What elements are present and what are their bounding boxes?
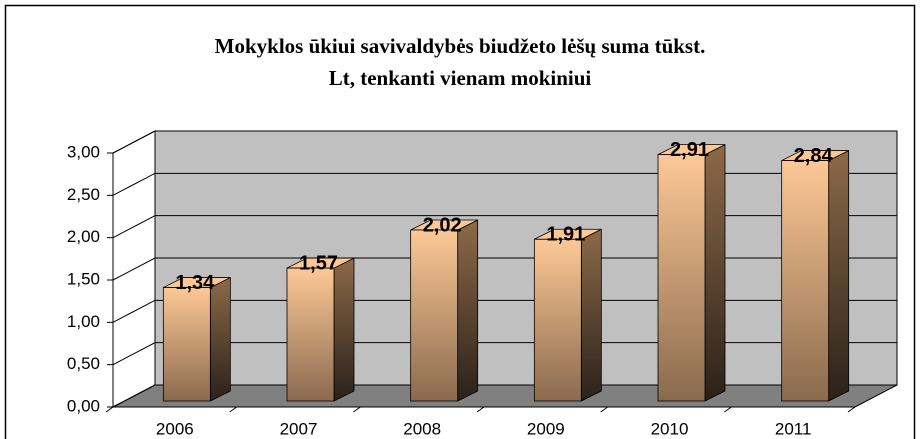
chart-title: Mokyklos ūkiui savivaldybės biudžeto lėš… <box>215 34 706 58</box>
chart-title: Lt, tenkanti vienam mokiniui <box>329 66 592 90</box>
y-tick-label: 1,50 <box>67 269 100 288</box>
bar-side <box>209 276 231 402</box>
value-label: 1,34 <box>175 272 215 294</box>
x-tick <box>847 406 856 413</box>
bar-side <box>828 149 850 402</box>
bar <box>410 229 459 402</box>
bar <box>162 287 211 402</box>
grid-line <box>112 342 897 366</box>
grid-line <box>112 130 897 154</box>
grid-line <box>112 215 897 239</box>
bar-side <box>457 219 479 402</box>
x-tick-label: 2011 <box>775 419 812 438</box>
grid-line <box>112 257 897 281</box>
y-tick-label: 0,00 <box>67 396 100 415</box>
value-label: 1,91 <box>546 224 585 246</box>
value-label: 1,57 <box>299 252 338 274</box>
value-label: 2,02 <box>423 214 462 236</box>
y-tick-label: 1,00 <box>67 312 100 331</box>
bar <box>781 160 830 402</box>
grid-line <box>112 172 897 196</box>
value-label: 2,84 <box>794 145 834 167</box>
grid-line <box>112 299 897 323</box>
y-tick-label: 3,00 <box>67 142 100 161</box>
x-tick-label: 2009 <box>527 419 565 438</box>
bar-side <box>333 257 355 402</box>
bar <box>533 238 582 402</box>
x-tick <box>229 406 237 413</box>
x-tick <box>476 406 485 413</box>
x-tick <box>353 406 361 413</box>
y-tick-label: 2,50 <box>67 185 100 204</box>
x-tick-label: 2007 <box>280 419 318 438</box>
x-tick <box>724 406 732 413</box>
bar-side <box>580 228 602 402</box>
x-tick-label: 2008 <box>403 419 441 438</box>
value-label: 2,91 <box>670 139 709 161</box>
x-tick <box>105 406 114 413</box>
x-tick <box>600 406 608 413</box>
y-tick-label: 0,50 <box>67 354 100 373</box>
bar <box>286 267 335 402</box>
bar-side <box>704 143 726 402</box>
x-tick-label: 2010 <box>651 419 689 438</box>
y-tick-label: 2,00 <box>67 227 100 246</box>
x-tick-label: 2006 <box>156 419 194 438</box>
grid-line <box>112 384 897 408</box>
bar <box>657 154 706 402</box>
